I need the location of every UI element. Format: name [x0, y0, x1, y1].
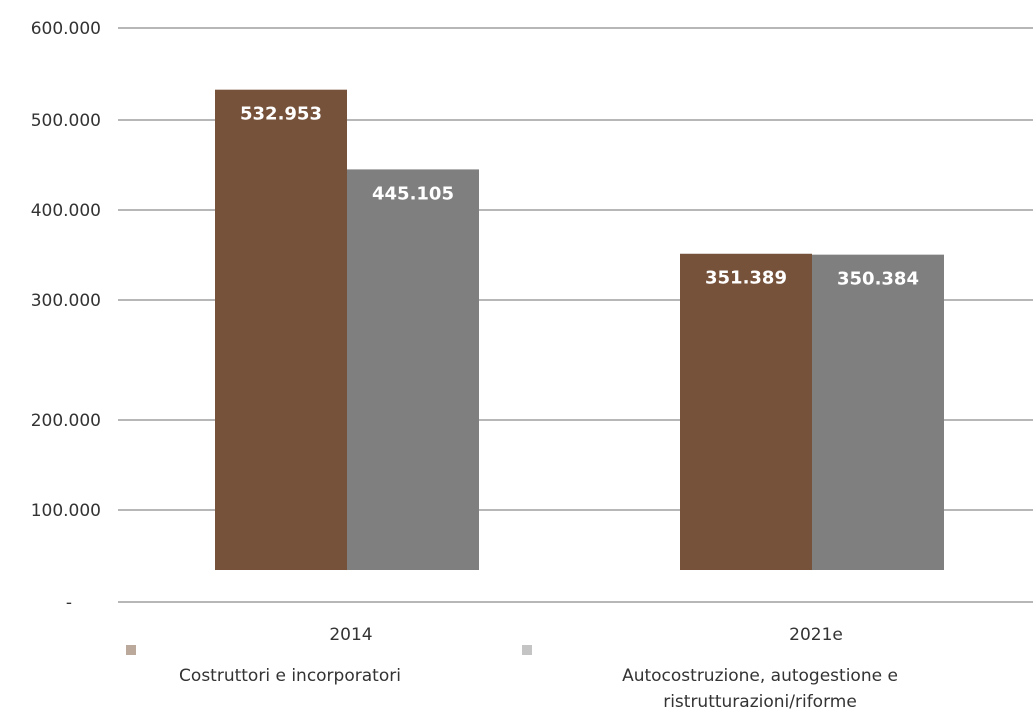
legend-label: Costruttori e incorporatori: [179, 666, 401, 686]
bar: [680, 253, 812, 571]
legend-swatch: [522, 645, 532, 655]
x-tick-label: 2021e: [789, 625, 843, 645]
legend: Costruttori e incorporatori Autocostruzio…: [126, 645, 898, 711]
y-tick-label: 200.000: [31, 411, 101, 431]
y-tick-label: 100.000: [31, 501, 101, 521]
legend-label: Autocostruzione, autogestione e: [622, 666, 898, 686]
x-axis: 2014 2021e: [329, 625, 843, 645]
y-tick-label: -: [66, 593, 72, 613]
data-label: 350.384: [837, 269, 919, 290]
y-tick-label: 300.000: [31, 291, 101, 311]
y-tick-label: 500.000: [31, 111, 101, 131]
data-label: 532.953: [240, 104, 322, 125]
bar: [347, 169, 479, 570]
data-label: 351.389: [705, 268, 787, 289]
y-tick-label: 600.000: [31, 19, 101, 39]
legend-swatch: [126, 645, 136, 655]
bars: 532.953 445.105 351.389 350.384: [215, 89, 944, 571]
y-tick-label: 400.000: [31, 201, 101, 221]
y-axis: - 100.000 200.000 300.000 400.000 500.000 600.…: [31, 19, 101, 613]
bar: [215, 89, 347, 571]
data-label: 445.105: [372, 183, 454, 204]
bar: [812, 254, 944, 570]
legend-label: ristrutturazioni/riforme: [663, 692, 857, 711]
x-tick-label: 2014: [329, 625, 372, 645]
